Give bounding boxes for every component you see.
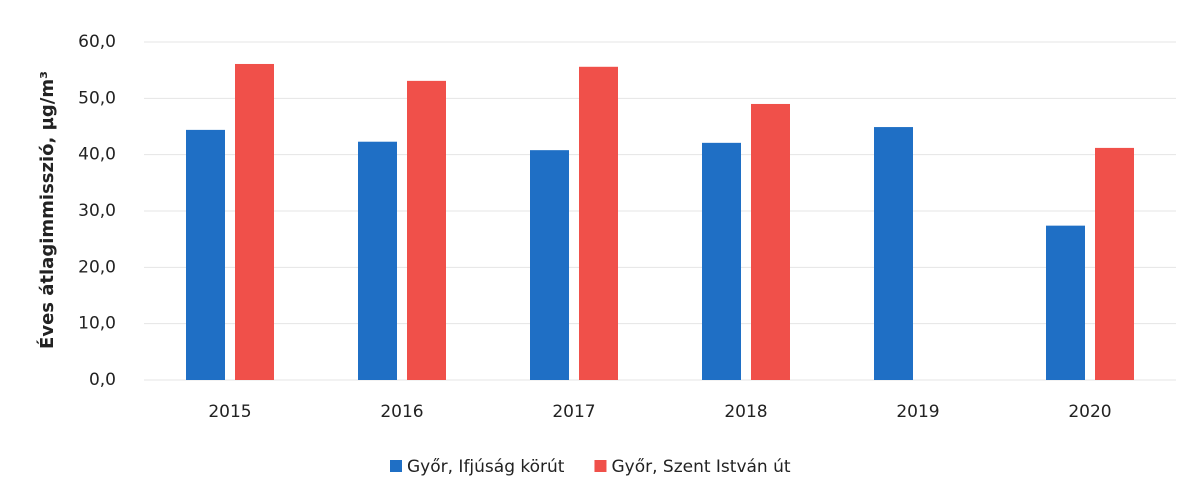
y-tick-label: 0,0: [89, 370, 116, 390]
x-tick-label: 2015: [208, 402, 251, 422]
y-axis-label: Éves átlagimmisszió, µg/m³: [36, 71, 58, 349]
y-tick-label: 10,0: [78, 314, 116, 334]
x-tick-label: 2018: [724, 402, 767, 422]
x-tick-label: 2017: [552, 402, 595, 422]
y-tick-label: 30,0: [78, 201, 116, 221]
bar: [186, 129, 225, 380]
bar: [751, 103, 790, 380]
bar: [235, 63, 274, 380]
x-tick-label: 2019: [896, 402, 939, 422]
bar: [579, 66, 618, 380]
y-tick-label: 40,0: [78, 145, 116, 165]
legend-swatch: [390, 460, 402, 472]
y-tick-label: 50,0: [78, 88, 116, 108]
bar: [874, 127, 913, 381]
bar: [407, 80, 446, 381]
y-tick-label: 60,0: [78, 32, 116, 52]
bar: [530, 150, 569, 380]
bar: [1095, 147, 1134, 380]
bar: [358, 141, 397, 380]
y-tick-label: 20,0: [78, 257, 116, 277]
x-tick-label: 2020: [1068, 402, 1111, 422]
bar: [702, 142, 741, 380]
legend-label: Győr, Szent István út: [611, 457, 790, 477]
bar: [1046, 225, 1085, 380]
legend-label: Győr, Ifjúság körút: [407, 457, 565, 477]
legend-swatch: [594, 460, 607, 472]
x-tick-label: 2016: [380, 402, 423, 422]
